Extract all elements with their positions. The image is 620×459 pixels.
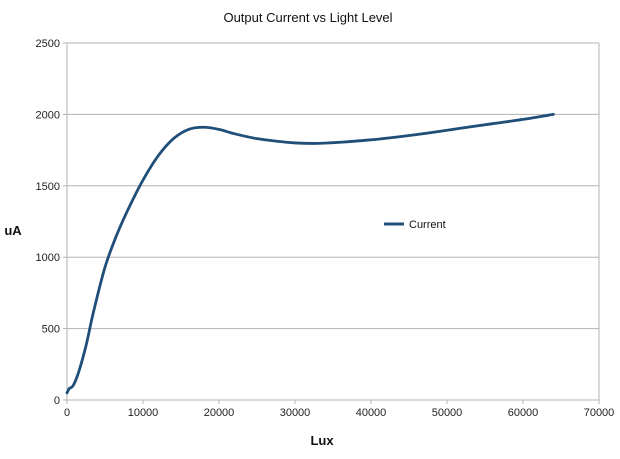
x-tick-label: 30000	[280, 407, 311, 419]
y-tick-label: 1000	[36, 252, 60, 264]
series-line-current	[65, 113, 555, 395]
y-axis-title: uA	[4, 223, 22, 238]
x-tick-label: 70000	[584, 407, 615, 419]
y-tick-label: 2000	[36, 109, 60, 121]
axes-layer	[63, 42, 600, 404]
x-tick-label: 50000	[432, 407, 463, 419]
chart-title: Output Current vs Light Level	[223, 10, 392, 25]
x-tick-label: 10000	[128, 407, 159, 419]
x-tick-label: 0	[64, 407, 70, 419]
y-tick-label: 1500	[36, 181, 60, 193]
y-tick-label: 0	[54, 395, 60, 407]
y-tick-label: 500	[42, 324, 60, 336]
tick-labels: 0 500 1000 1500 2000 2500 0 10000 20000 30000 4000…	[36, 38, 615, 419]
y-tick-label: 2500	[36, 38, 60, 50]
x-tick-label: 60000	[508, 407, 539, 419]
legend-label: Current	[409, 219, 446, 231]
grid-layer	[67, 42, 599, 330]
x-axis-title: Lux	[310, 433, 334, 448]
x-tick-label: 40000	[356, 407, 387, 419]
series-layer	[65, 113, 555, 395]
legend: Current	[384, 219, 446, 231]
x-tick-label: 20000	[204, 407, 235, 419]
